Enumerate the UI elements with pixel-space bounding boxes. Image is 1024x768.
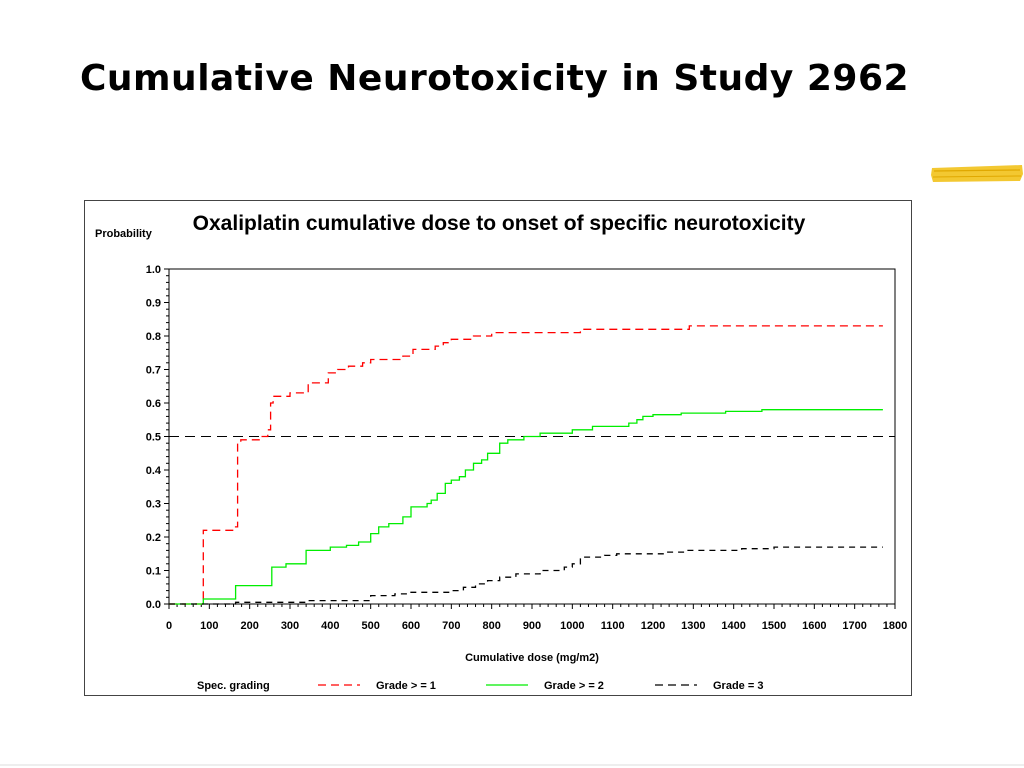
x-tick-label: 1700 — [842, 620, 866, 632]
chart-svg: Oxaliplatin cumulative dose to onset of … — [95, 212, 908, 692]
y-tick-label: 0.8 — [146, 331, 161, 343]
legend-label-1: Grade > = 1 — [376, 680, 436, 692]
x-axis-label: Cumulative dose (mg/m2) — [465, 652, 599, 664]
chart-title: Oxaliplatin cumulative dose to onset of … — [193, 212, 806, 235]
x-tick-label: 0 — [166, 620, 172, 632]
plot-area: 0.0 0.1 0.2 0.3 0.4 0.5 0.6 0.7 0.8 0.9 1.0 0 100 200… — [146, 264, 908, 632]
x-tick-label: 1400 — [721, 620, 745, 632]
x-tick-label: 200 — [240, 620, 258, 632]
x-tick-label: 500 — [361, 620, 379, 632]
y-tick-label: 0.1 — [146, 566, 161, 578]
y-tick-label: 0.5 — [146, 432, 161, 444]
legend-label-3: Grade = 3 — [713, 680, 763, 692]
x-tick-label: 1100 — [601, 620, 625, 632]
x-tick-label: 1800 — [883, 620, 907, 632]
y-tick-label: 0.9 — [146, 298, 161, 310]
legend-label-2: Grade > = 2 — [544, 680, 604, 692]
x-tick-label: 1500 — [762, 620, 786, 632]
y-tick-label: 0.0 — [146, 599, 161, 611]
x-tick-label: 900 — [523, 620, 541, 632]
chart-panel: Oxaliplatin cumulative dose to onset of … — [84, 200, 912, 696]
series-line-2 — [169, 409, 883, 605]
y-tick-label: 0.6 — [146, 398, 161, 410]
x-tick-label: 400 — [321, 620, 339, 632]
highlighter-accent — [931, 165, 1023, 182]
x-tick-label: 700 — [442, 620, 460, 632]
slide-title: Cumulative Neurotoxicity in Study 2962 — [80, 58, 910, 99]
footer-divider — [0, 764, 1024, 766]
x-tick-label: 1300 — [681, 620, 705, 632]
y-tick-label: 1.0 — [146, 264, 161, 276]
x-tick-label: 1600 — [802, 620, 826, 632]
x-tick-label: 1200 — [641, 620, 665, 632]
x-tick-label: 800 — [482, 620, 500, 632]
y-axis-label: Probability — [95, 228, 153, 240]
x-tick-label: 1000 — [560, 620, 584, 632]
y-tick-label: 0.7 — [146, 365, 161, 377]
x-tick-label: 100 — [200, 620, 218, 632]
series-line-3 — [169, 546, 883, 605]
x-tick-label: 300 — [281, 620, 299, 632]
legend-title: Spec. grading — [197, 680, 270, 692]
y-tick-label: 0.3 — [146, 499, 161, 511]
legend: Spec. grading Grade > = 1 Grade > = 2 Grad… — [197, 680, 763, 692]
y-tick-label: 0.2 — [146, 532, 161, 544]
x-tick-label: 600 — [402, 620, 420, 632]
y-tick-label: 0.4 — [146, 465, 162, 477]
series-line-1 — [169, 325, 883, 605]
highlighter-stroke — [931, 165, 1023, 182]
